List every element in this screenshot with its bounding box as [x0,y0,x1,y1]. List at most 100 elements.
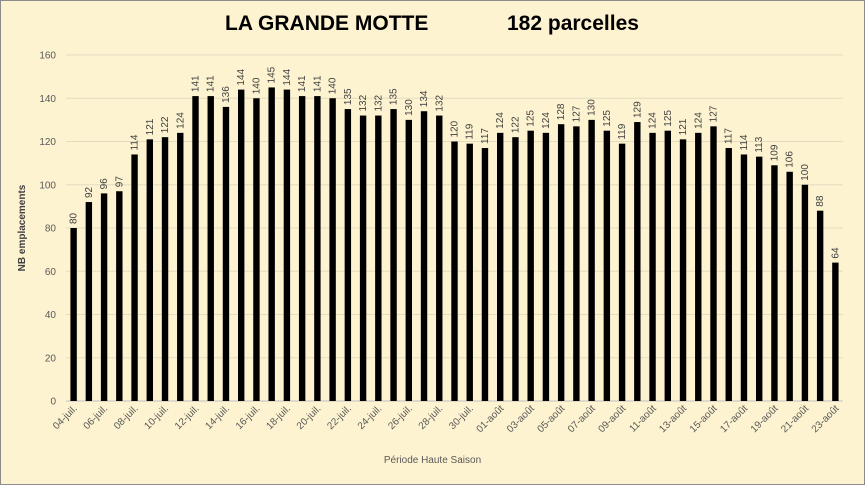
y-tick-label: 60 [45,267,57,278]
data-label: 100 [800,164,811,181]
bar [832,262,839,401]
bar [100,193,108,401]
bar [466,143,473,401]
y-tick-label: 120 [39,137,56,148]
bar [801,184,809,401]
data-label: 144 [236,68,247,85]
data-label: 141 [191,75,202,92]
bar [649,132,656,401]
bar [664,130,671,401]
data-label: 127 [709,105,720,122]
data-label: 140 [251,77,262,94]
x-tick-label: 14-juil. [203,403,232,432]
y-tick-label: 140 [39,94,56,105]
y-tick-label: 20 [45,353,57,364]
bar [314,96,321,402]
bar [512,137,519,402]
bar [177,132,184,401]
data-label: 121 [145,118,156,135]
bar [390,109,397,401]
bar [207,96,214,402]
chart-title-row: LA GRANDE MOTTE 182 parcelles [0,12,865,42]
x-tick-label: 05-août [536,403,568,435]
data-label: 88 [815,195,826,207]
y-tick-label: 40 [45,310,57,321]
x-tick-label: 10-juil. [143,403,172,432]
data-label: 92 [84,186,95,198]
x-tick-label: 15-août [688,403,720,435]
data-label: 130 [587,99,598,116]
bar [710,126,717,402]
bar [329,98,336,401]
data-label: 96 [99,178,110,190]
x-tick-label: 17-août [718,403,750,435]
data-label: 130 [404,99,415,116]
bar [451,141,458,401]
data-label: 114 [130,134,141,150]
data-label: 124 [693,112,704,129]
bar [85,202,93,401]
data-label: 145 [267,66,278,83]
data-label: 119 [465,123,476,139]
bar [527,130,534,401]
bar [161,137,169,402]
bar [771,165,778,401]
y-tick-label: 80 [45,224,57,235]
data-label: 144 [282,68,293,85]
bar [588,119,595,401]
data-label: 119 [617,123,628,139]
data-label: 121 [678,118,689,135]
bar [359,115,367,402]
data-label: 125 [526,110,537,127]
y-tick-label: 100 [39,180,56,191]
data-label: 117 [724,128,735,144]
y-tick-label: 160 [39,51,56,62]
chart-title: LA GRANDE MOTTE [225,12,429,35]
data-label: 124 [648,112,659,129]
data-label: 124 [175,112,186,129]
x-tick-label: 24-juil. [356,403,385,432]
data-label: 132 [358,94,369,111]
x-tick-label: 20-juil. [295,403,324,432]
bar [238,89,245,401]
bar [420,111,428,401]
x-tick-label: 16-juil. [234,403,263,432]
bar [116,191,123,401]
data-label: 125 [602,110,613,127]
bar [542,132,550,401]
x-tick-label: 12-juil. [173,403,202,432]
data-label: 135 [343,88,354,105]
bar [634,122,641,401]
bar [756,156,763,401]
bar [816,210,824,401]
x-tick-label: 22-juil. [325,403,354,432]
data-label: 80 [69,212,80,224]
bar [375,115,382,402]
bar [268,87,275,401]
x-tick-label: 04-juil. [51,403,80,432]
data-label: 127 [571,105,582,122]
x-tick-label: 03-août [505,403,537,435]
x-tick-label: 11-août [627,403,658,434]
data-label: 97 [114,176,125,188]
bar [695,132,702,401]
data-label: 135 [389,88,400,105]
data-label: 141 [312,75,323,92]
bar [618,143,626,401]
data-label: 134 [419,90,430,107]
data-label: 64 [830,247,841,259]
x-tick-label: 19-août [749,403,781,435]
x-tick-label: 07-août [566,403,598,435]
data-label: 128 [556,103,567,120]
bar [283,89,291,401]
bar [573,126,580,402]
bar [603,130,611,401]
chart-subtitle: 182 parcelles [507,12,639,35]
data-label: 122 [160,116,171,133]
data-label: 117 [480,128,491,144]
x-tick-label: 23-août [810,403,842,435]
bar [679,139,687,401]
bar [344,109,352,401]
